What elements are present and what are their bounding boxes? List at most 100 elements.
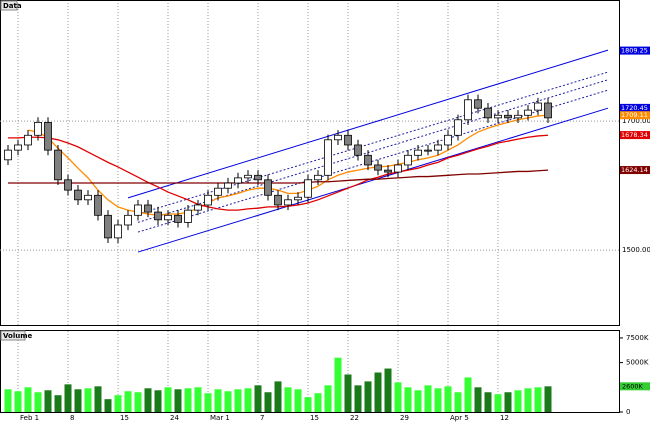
price-tag-label: 1809.25	[621, 47, 648, 55]
volume-bar	[14, 391, 22, 412]
x-tick-label: 29	[400, 414, 409, 422]
candle-body	[34, 121, 42, 136]
candle-body	[454, 119, 462, 136]
candle-body	[224, 182, 232, 189]
candle-body	[74, 189, 82, 201]
volume-bar	[264, 392, 272, 412]
volume-bar	[64, 384, 72, 412]
volume-bar	[464, 377, 472, 412]
candle-body	[184, 209, 192, 223]
volume-bar	[274, 381, 282, 412]
candle-body	[534, 102, 542, 111]
candle-body	[64, 179, 72, 191]
volume-title-box	[0, 330, 26, 341]
price-tag	[620, 46, 650, 55]
candle-body	[84, 194, 92, 201]
volume-bar	[94, 386, 102, 412]
candle-body	[414, 149, 422, 156]
candle-body	[244, 174, 252, 179]
volume-bar	[144, 388, 152, 412]
candle-body	[444, 134, 452, 146]
volume-bar	[344, 374, 352, 412]
volume-bar	[354, 385, 362, 412]
candle-body	[194, 204, 202, 211]
volume-bar	[334, 357, 342, 412]
candle-body	[434, 144, 442, 151]
volume-tick-label: 5000K	[626, 359, 649, 367]
volume-bar	[544, 386, 552, 412]
trendline	[127, 49, 609, 199]
x-tick-label: 8	[70, 414, 74, 422]
candle-body	[314, 174, 322, 181]
price-tag	[620, 131, 650, 140]
candle-body	[124, 214, 132, 226]
candle-body	[484, 107, 492, 119]
candle-body	[274, 194, 282, 206]
candle-body	[234, 177, 242, 184]
candle-body	[14, 144, 22, 151]
candle-body	[524, 109, 532, 116]
candle-body	[394, 164, 402, 173]
volume-bar	[34, 392, 42, 412]
x-tick-label: 12	[500, 414, 509, 422]
x-tick-label: 15	[120, 414, 129, 422]
indicator-line	[27, 114, 549, 216]
candle-body	[104, 214, 112, 239]
x-tick-label: Feb 1	[20, 414, 39, 422]
volume-tick-label: 7500K	[626, 334, 649, 342]
volume-bar	[114, 395, 122, 412]
volume-title: Volume	[3, 332, 33, 340]
volume-bar	[234, 389, 242, 412]
candle-body	[334, 134, 342, 141]
candle-body	[364, 154, 372, 166]
volume-bar	[514, 390, 522, 412]
trendline	[137, 107, 609, 253]
candle-body	[94, 194, 102, 216]
volume-bar	[504, 392, 512, 412]
price-tag	[620, 166, 650, 175]
volume-bar	[254, 385, 262, 412]
volume-bar	[534, 387, 542, 412]
volume-bar	[224, 391, 232, 412]
volume-bar	[524, 388, 532, 412]
x-tick-label: Apr 5	[450, 414, 469, 422]
candle-body	[344, 134, 352, 146]
volume-bar	[324, 385, 332, 412]
y-tick-label: 1700.00	[622, 117, 650, 125]
price-tag-label: 1678.34	[621, 131, 648, 139]
price-tag-label: 1624.14	[621, 166, 648, 174]
volume-bar	[394, 382, 402, 412]
volume-bar	[364, 381, 372, 412]
candle-body	[404, 154, 412, 166]
candle-body	[504, 114, 512, 119]
price-tag-label: 1709.11	[621, 111, 648, 119]
volume-bar	[134, 392, 142, 412]
volume-bar	[454, 392, 462, 412]
volume-bar	[74, 389, 82, 412]
volume-bar	[314, 393, 322, 412]
x-tick-label: 22	[350, 414, 359, 422]
volume-bar	[164, 387, 172, 412]
candle-body	[464, 99, 472, 121]
indicator-line	[8, 169, 549, 184]
candle-body	[154, 211, 162, 221]
volume-bar	[434, 388, 442, 412]
chart-title: Data	[3, 2, 22, 10]
volume-bar	[384, 368, 392, 412]
volume-panel-frame	[0, 330, 620, 413]
price-panel-frame	[0, 0, 620, 326]
volume-bar	[494, 394, 502, 412]
volume-bar	[214, 389, 222, 412]
candle-body	[304, 179, 312, 198]
candle-body	[494, 114, 502, 119]
volume-bar	[84, 388, 92, 412]
candle-body	[324, 139, 332, 176]
volume-bar	[444, 386, 452, 412]
volume-bar	[154, 390, 162, 412]
candle-body	[264, 179, 272, 196]
volume-tick-label: 0	[626, 408, 630, 416]
volume-bar	[284, 387, 292, 412]
price-tag	[620, 111, 650, 120]
candle-body	[134, 204, 142, 216]
volume-bar	[44, 390, 52, 412]
